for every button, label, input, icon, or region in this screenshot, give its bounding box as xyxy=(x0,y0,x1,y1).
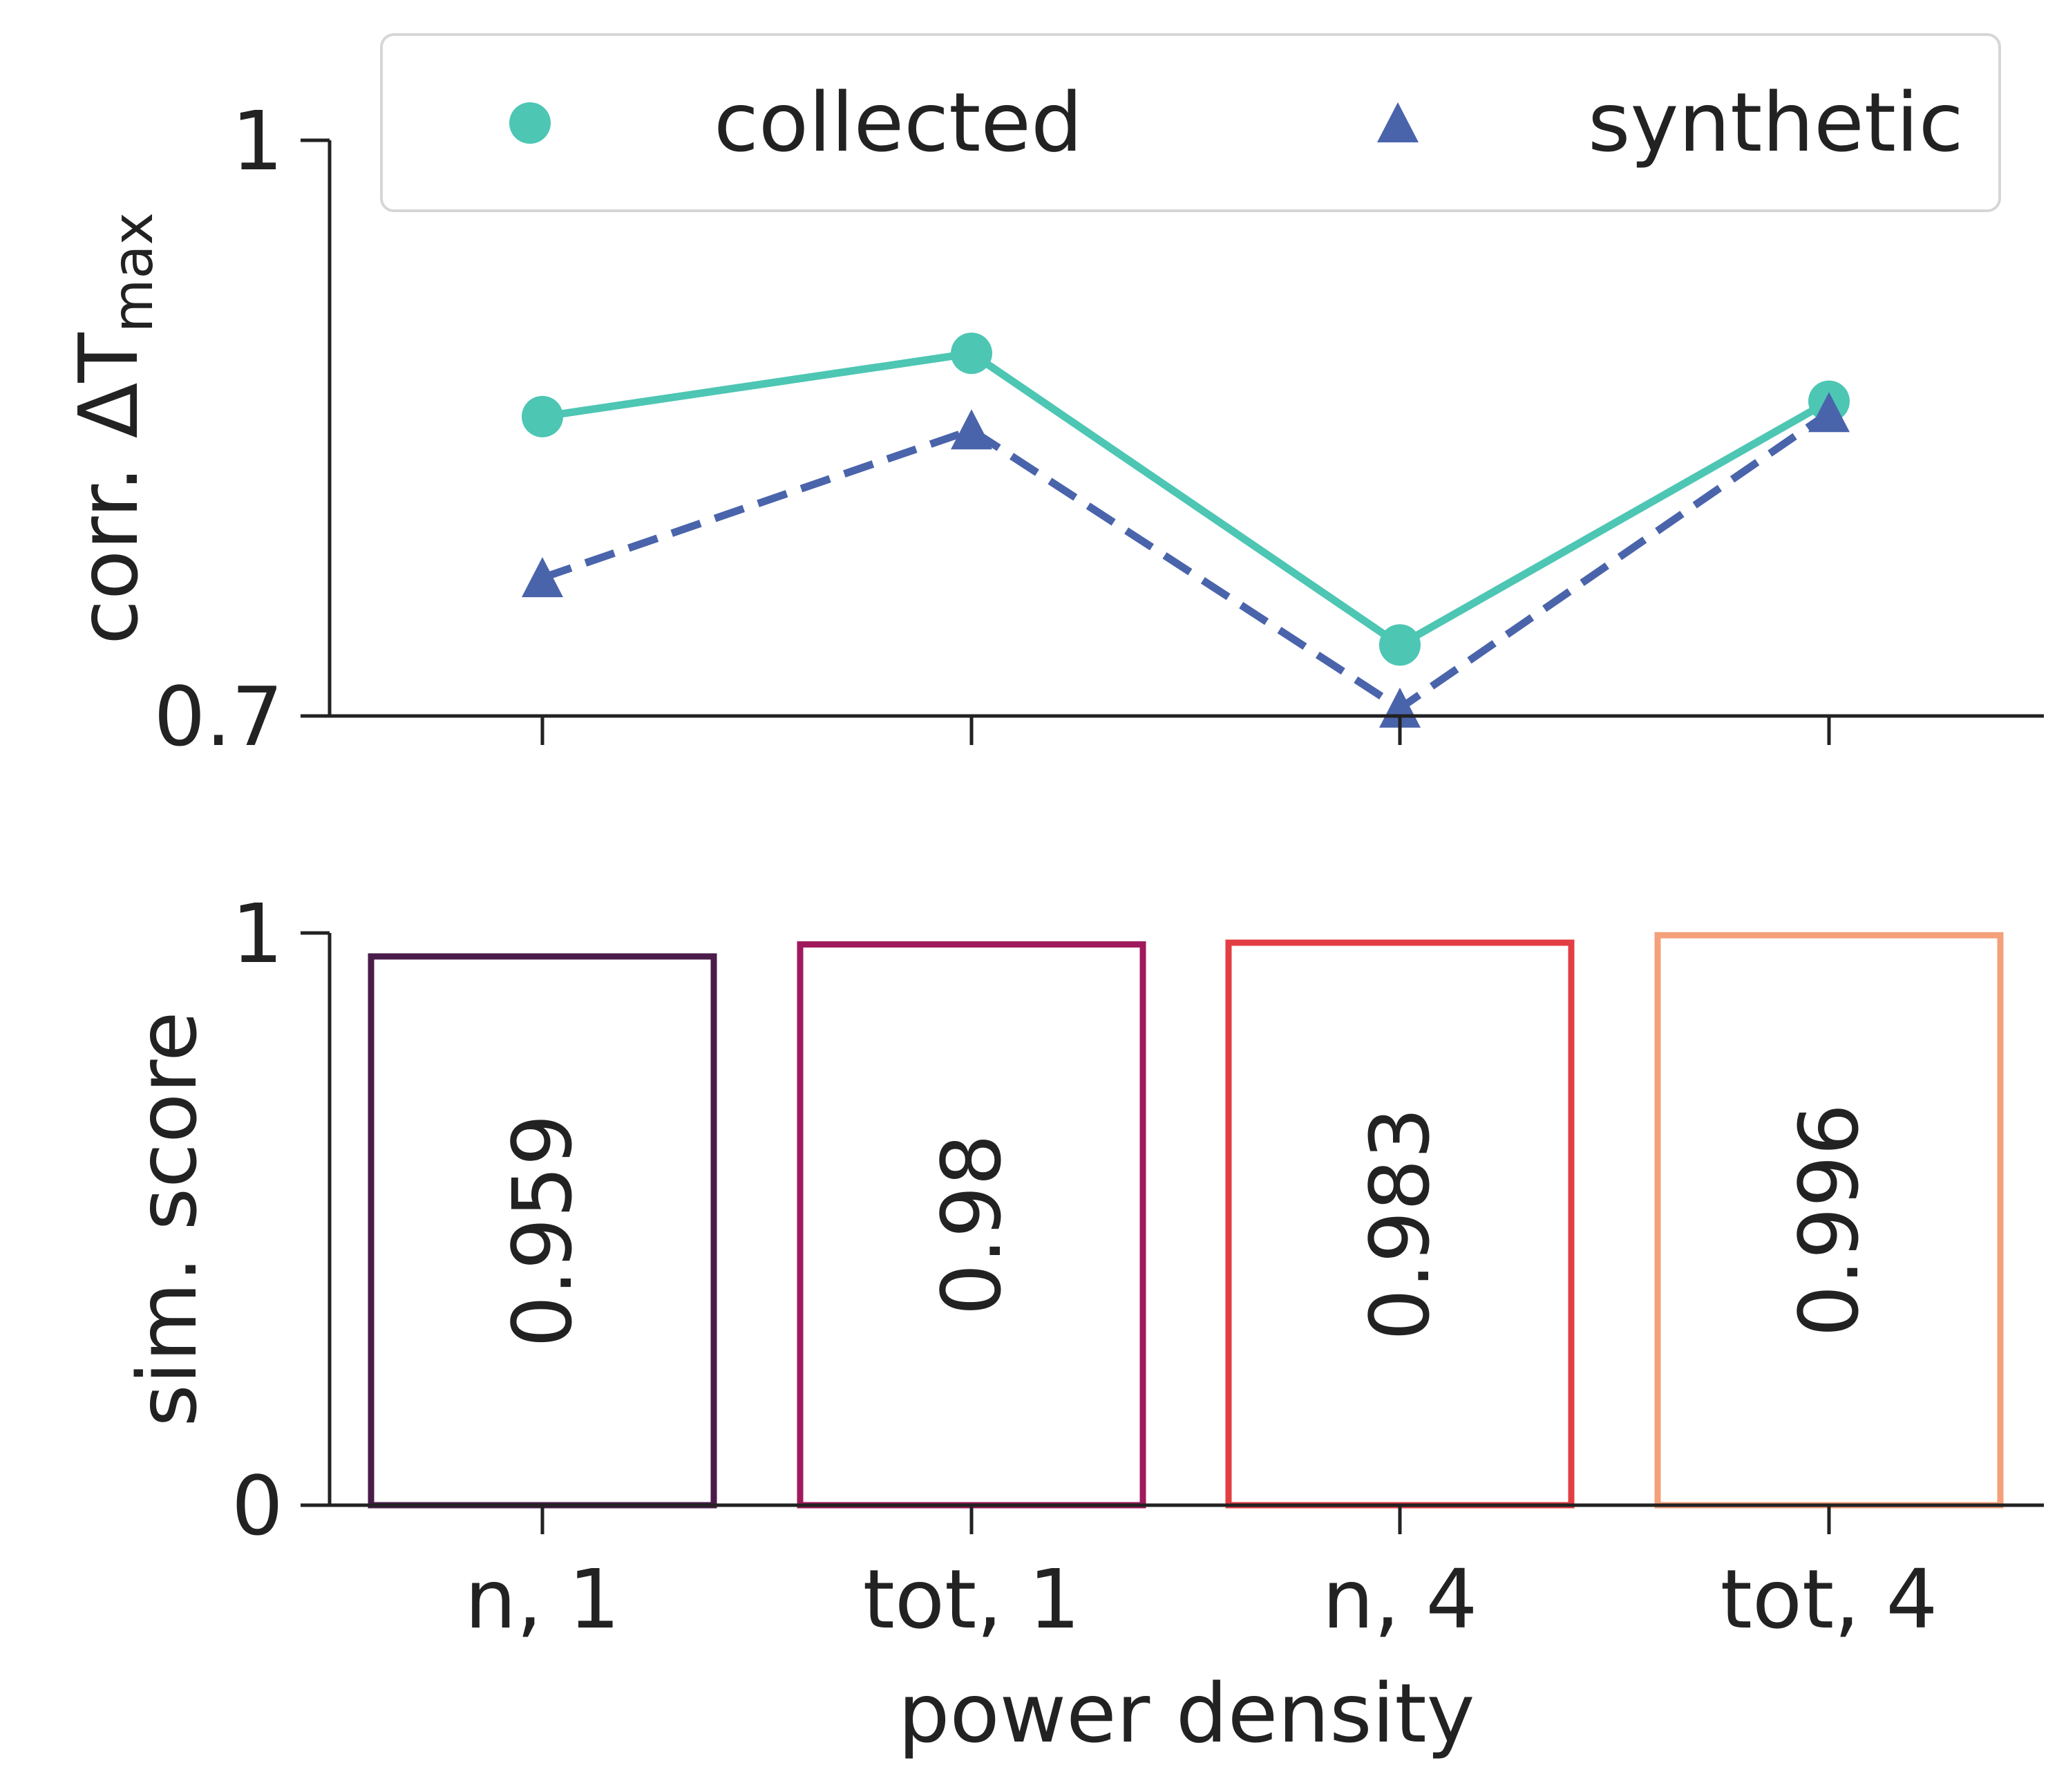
series-line-synthetic xyxy=(541,409,1832,713)
x-tick-label: n, 1 xyxy=(465,1552,620,1647)
point-collected xyxy=(951,332,992,375)
y-tick-label: 1 xyxy=(231,886,283,981)
line-panel-y-axis-title: corr. ΔTmax xyxy=(61,212,165,645)
y-tick-label: 1 xyxy=(231,93,283,189)
series-line-collected xyxy=(542,349,1831,649)
point-synthetic xyxy=(951,409,992,450)
bar-value-label: 0.996 xyxy=(1781,1104,1877,1337)
y-axis-title-prefix: corr. xyxy=(61,466,156,645)
legend-frame xyxy=(380,33,2001,212)
bar-value-label: 0.959 xyxy=(495,1114,590,1348)
x-tick-label: tot, 1 xyxy=(863,1552,1081,1647)
bar-value-label: 0.98 xyxy=(924,1134,1019,1316)
legend-marker-synthetic xyxy=(1377,102,1419,142)
x-tick-label: tot, 4 xyxy=(1721,1552,1938,1647)
y-tick-label: 0 xyxy=(231,1458,283,1554)
legend-label-collected: collected xyxy=(714,75,1083,170)
bar-value-label: 0.983 xyxy=(1352,1107,1448,1341)
bar-panel: 0.959 0.98 0.983 0.996 0 1 n, 1 tot, 1 n, 4 tot,… xyxy=(120,886,2044,1761)
line-panel-ticks: 0.71 xyxy=(153,93,1831,764)
point-synthetic xyxy=(522,557,563,598)
line-panel: 0.71 corr.ΔTmax collected synthetic xyxy=(61,33,2044,764)
point-synthetic xyxy=(1808,392,1850,433)
legend-label-synthetic: synthetic xyxy=(1588,75,1964,170)
point-collected xyxy=(522,395,563,437)
bar-n, 1 xyxy=(368,953,717,1509)
x-tick-label: n, 4 xyxy=(1323,1552,1478,1647)
bar-panel-y-axis-title: sim. score xyxy=(120,1011,215,1426)
line-chart-marks xyxy=(522,332,1850,728)
legend-marker-collected xyxy=(509,102,551,144)
y-axis-title-symbol: ΔT xyxy=(61,332,156,438)
point-collected xyxy=(1379,624,1421,666)
bar-panel-ticks: 0 1 n, 1 tot, 1 n, 4 tot, 4 xyxy=(231,886,1937,1647)
bar-n, 4 xyxy=(1225,939,1575,1509)
bar-panel-x-axis-title: power density xyxy=(898,1666,1475,1761)
y-tick-label: 0.7 xyxy=(153,669,283,764)
legend: collected synthetic xyxy=(380,33,2001,212)
bar-chart-marks: 0.959 0.98 0.983 0.996 xyxy=(368,932,2004,1509)
y-axis-title-subscript: max xyxy=(101,212,165,332)
